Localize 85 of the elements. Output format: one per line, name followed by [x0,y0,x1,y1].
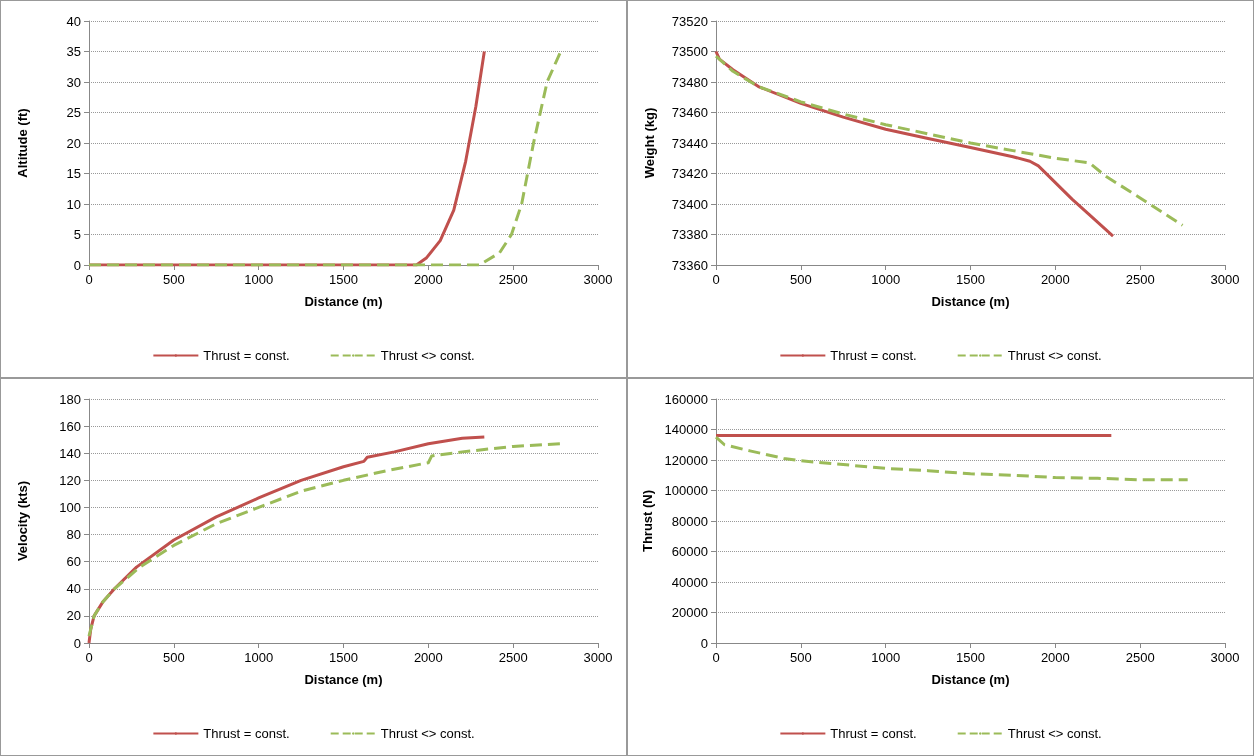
legend-label: Thrust = const. [830,348,917,363]
y-tick-label: 0 [73,257,81,273]
x-tick-label: 500 [789,272,812,287]
y-tick-label: 120 [59,472,81,488]
x-tick-label: 3000 [583,272,613,287]
x-axis-title: Distance (m) [931,294,1010,309]
y-tick-label: 40 [66,13,81,29]
y-tick-label: 40 [66,581,81,597]
y-tick-label: 20 [66,608,81,624]
y-tick-label: 5 [73,227,81,242]
y-tick-label: 10 [66,196,81,212]
x-tick-label: 2000 [1040,272,1070,287]
y-tick-label: 100000 [664,483,708,498]
x-tick-label: 1500 [329,272,358,287]
x-axis-title: Distance (m) [304,294,383,309]
y-tick-label: 73380 [671,227,708,242]
x-tick-label: 0 [712,650,720,665]
y-tick-label: 160000 [664,391,708,407]
y-tick-label: 40000 [671,574,708,590]
x-tick-label: 1500 [956,272,985,287]
x-tick-label: 3000 [1210,650,1240,665]
x-tick-label: 2500 [498,272,528,287]
x-tick-label: 3000 [1210,272,1240,287]
x-tick-label: 1000 [871,650,901,665]
y-axis-title: Thrust (N) [639,489,655,553]
y-tick-label: 73420 [671,166,708,181]
legend-label: Thrust <> const. [380,348,475,363]
y-tick-label: 73500 [671,44,708,59]
line-series [714,54,1185,227]
y-tick-label: 73400 [671,196,708,212]
x-axis-title: Distance (m) [304,672,383,687]
y-tick-label: 0 [73,635,81,651]
x-tick-label: 2500 [1125,272,1155,287]
legend-label: Thrust <> const. [380,726,475,741]
x-tick-label: 1000 [244,272,274,287]
x-tick-label: 1500 [956,650,985,665]
x-tick-label: 0 [712,272,720,287]
x-tick-label: 500 [789,650,812,665]
y-tick-label: 73440 [671,135,708,151]
x-tick-label: 3000 [583,650,613,665]
x-tick-label: 2000 [413,650,443,665]
x-tick-label: 1000 [871,272,901,287]
x-tick-label: 0 [85,272,93,287]
y-axis-title: Weight (kg) [642,107,657,179]
x-tick-label: 0 [85,650,93,665]
x-tick-label: 500 [162,272,185,287]
y-tick-label: 73360 [671,257,708,273]
y-tick-label: 180 [59,391,81,407]
y-tick-label: 73520 [671,13,708,29]
y-tick-label: 60 [66,554,81,570]
y-tick-label: 73460 [671,105,708,120]
y-tick-label: 15 [66,166,81,181]
y-tick-label: 80000 [671,513,708,529]
x-tick-label: 1000 [244,650,274,665]
y-tick-label: 20 [66,135,81,151]
y-tick-label: 160 [59,418,81,434]
x-tick-label: 2000 [413,272,443,287]
line-series [87,442,563,638]
x-tick-label: 1500 [329,650,358,665]
y-tick-label: 120000 [664,452,708,468]
legend-label: Thrust = const. [203,348,290,363]
y-tick-label: 0 [700,635,708,651]
y-tick-label: 140000 [664,422,708,437]
y-tick-label: 30 [66,74,81,90]
y-tick-label: 20000 [671,605,708,620]
y-tick-label: 25 [66,105,81,120]
x-tick-label: 2000 [1040,650,1070,665]
line-series [714,435,1190,482]
x-tick-label: 2500 [1125,650,1155,665]
legend-label: Thrust <> const. [1007,348,1102,363]
legend-label: Thrust <> const. [1007,726,1102,741]
x-tick-label: 2500 [498,650,528,665]
y-tick-label: 60000 [671,544,708,559]
y-axis-title: Velocity (kts) [15,480,30,562]
y-tick-label: 80 [66,527,81,543]
y-tick-label: 35 [66,44,81,59]
legend-label: Thrust = const. [203,726,290,741]
x-tick-label: 500 [162,650,185,665]
y-axis-title: Altitude (ft) [15,108,30,178]
y-tick-label: 100 [59,499,81,515]
y-tick-label: 140 [59,445,81,461]
legend-label: Thrust = const. [830,726,917,741]
line-series [87,50,563,267]
x-axis-title: Distance (m) [931,672,1010,687]
y-tick-label: 73480 [671,74,708,90]
